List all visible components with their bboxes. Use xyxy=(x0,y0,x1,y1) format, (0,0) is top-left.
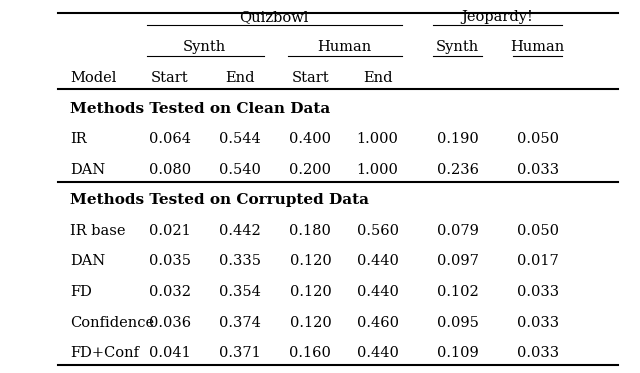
Text: 0.050: 0.050 xyxy=(516,132,559,146)
Text: End: End xyxy=(363,71,392,85)
Text: 0.032: 0.032 xyxy=(148,285,191,299)
Text: Methods Tested on Clean Data: Methods Tested on Clean Data xyxy=(70,101,331,116)
Text: Human: Human xyxy=(511,40,564,54)
Text: 0.540: 0.540 xyxy=(219,163,261,177)
Text: 0.371: 0.371 xyxy=(219,346,261,360)
Text: 0.064: 0.064 xyxy=(148,132,191,146)
Text: IR base: IR base xyxy=(70,224,126,238)
Text: 1.000: 1.000 xyxy=(356,163,399,177)
Text: 0.080: 0.080 xyxy=(148,163,191,177)
Text: 0.079: 0.079 xyxy=(436,224,479,238)
Text: FD+Conf: FD+Conf xyxy=(70,346,140,360)
Text: 0.190: 0.190 xyxy=(436,132,479,146)
Text: Model: Model xyxy=(70,71,116,85)
Text: 0.236: 0.236 xyxy=(436,163,479,177)
Text: Start: Start xyxy=(151,71,188,85)
Text: 0.544: 0.544 xyxy=(219,132,261,146)
Text: 0.120: 0.120 xyxy=(289,285,332,299)
Text: 0.200: 0.200 xyxy=(289,163,332,177)
Text: 0.033: 0.033 xyxy=(516,285,559,299)
Text: 0.095: 0.095 xyxy=(436,316,479,330)
Text: DAN: DAN xyxy=(70,163,106,177)
Text: 0.050: 0.050 xyxy=(516,224,559,238)
Text: 0.440: 0.440 xyxy=(356,254,399,269)
Text: 0.017: 0.017 xyxy=(516,254,559,269)
Text: 0.400: 0.400 xyxy=(289,132,332,146)
Text: 0.460: 0.460 xyxy=(356,316,399,330)
Text: Start: Start xyxy=(292,71,329,85)
Text: 0.440: 0.440 xyxy=(356,285,399,299)
Text: 0.335: 0.335 xyxy=(219,254,261,269)
Text: Confidence: Confidence xyxy=(70,316,154,330)
Text: 0.374: 0.374 xyxy=(219,316,261,330)
Text: Synth: Synth xyxy=(436,40,479,54)
Text: 0.033: 0.033 xyxy=(516,316,559,330)
Text: 0.033: 0.033 xyxy=(516,163,559,177)
Text: Methods Tested on Corrupted Data: Methods Tested on Corrupted Data xyxy=(70,193,369,207)
Text: 0.033: 0.033 xyxy=(516,346,559,360)
Text: 0.354: 0.354 xyxy=(219,285,261,299)
Text: Synth: Synth xyxy=(183,40,227,54)
Text: 0.442: 0.442 xyxy=(219,224,261,238)
Text: 0.102: 0.102 xyxy=(436,285,479,299)
Text: Quizbowl: Quizbowl xyxy=(239,10,308,24)
Text: DAN: DAN xyxy=(70,254,106,269)
Text: 0.041: 0.041 xyxy=(148,346,191,360)
Text: 0.160: 0.160 xyxy=(289,346,332,360)
Text: Jeopardy!: Jeopardy! xyxy=(461,10,534,24)
Text: 0.560: 0.560 xyxy=(356,224,399,238)
Text: IR: IR xyxy=(70,132,87,146)
Text: 1.000: 1.000 xyxy=(356,132,399,146)
Text: 0.120: 0.120 xyxy=(289,316,332,330)
Text: 0.021: 0.021 xyxy=(148,224,191,238)
Text: 0.180: 0.180 xyxy=(289,224,332,238)
Text: FD: FD xyxy=(70,285,92,299)
Text: 0.440: 0.440 xyxy=(356,346,399,360)
Text: 0.036: 0.036 xyxy=(148,316,191,330)
Text: 0.097: 0.097 xyxy=(436,254,479,269)
Text: 0.035: 0.035 xyxy=(148,254,191,269)
Text: 0.109: 0.109 xyxy=(436,346,479,360)
Text: End: End xyxy=(225,71,255,85)
Text: 0.120: 0.120 xyxy=(289,254,332,269)
Text: Human: Human xyxy=(317,40,371,54)
